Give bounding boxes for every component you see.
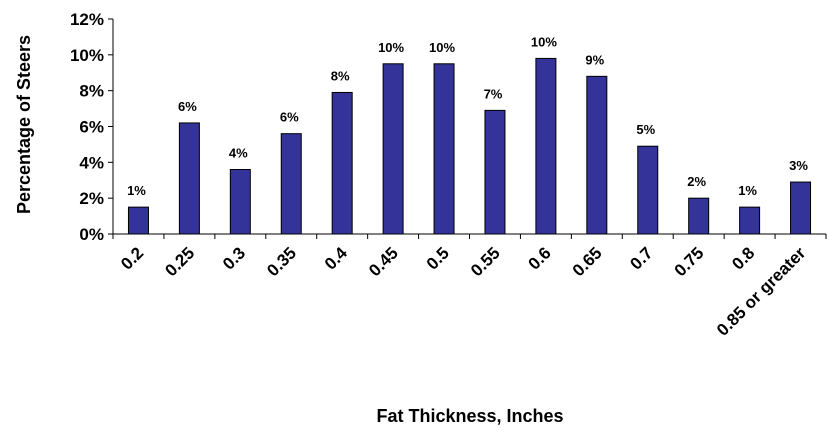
bar [382, 63, 404, 235]
data-label: 7% [484, 86, 503, 101]
bar [280, 133, 302, 235]
x-category-label: 0.5 [423, 243, 453, 273]
x-category-label: 0.25 [161, 243, 198, 280]
bar [688, 197, 710, 235]
y-tick-label: 6% [79, 118, 104, 137]
y-axis-title: Percentage of Steers [14, 35, 34, 214]
data-label: 2% [687, 174, 706, 189]
y-tick-label: 2% [79, 189, 104, 208]
x-category-label: 0.8 [728, 243, 758, 273]
bar [127, 206, 149, 235]
data-label: 5% [636, 122, 655, 137]
bar [739, 206, 761, 235]
data-label: 1% [738, 183, 757, 198]
x-category-label: 0.85 or greater [713, 243, 810, 340]
x-category-label: 0.6 [525, 243, 555, 273]
y-tick-label: 8% [79, 82, 104, 101]
x-category-label: 0.35 [263, 243, 300, 280]
data-label: 6% [280, 110, 299, 125]
bar [433, 63, 455, 235]
data-label: 9% [585, 52, 604, 67]
x-axis-categories: 0.2 0.25 0.3 0.35 0.4 0.45 0.5 0.55 0.6 0.65 0.7 0.… [117, 243, 809, 340]
x-category-label: 0.7 [626, 243, 656, 273]
data-label: 10% [429, 40, 455, 55]
bar [586, 75, 608, 235]
bar [637, 145, 659, 235]
data-label: 10% [531, 34, 557, 49]
y-tick-label: 12% [70, 10, 104, 29]
x-category-label: 0.4 [321, 243, 352, 274]
bar [484, 109, 506, 235]
x-category-label: 0.65 [569, 243, 606, 280]
y-tick-label: 10% [70, 46, 104, 65]
data-labels: 1% 6% 4% 6% 8% 10% 10% 7% 10% 9% 5% 2% 1% 3% [127, 34, 808, 198]
x-axis-title: Fat Thickness, Inches [376, 406, 563, 426]
x-category-label: 0.45 [365, 243, 402, 280]
data-label: 10% [378, 40, 404, 55]
bar [535, 57, 557, 235]
bar [331, 91, 353, 235]
x-category-label: 0.55 [467, 243, 504, 280]
bar [178, 122, 200, 235]
bar [790, 181, 812, 235]
y-axis-ticks: 0% 2% 4% 6% 8% 10% 12% [70, 10, 827, 244]
data-label: 4% [229, 146, 248, 161]
x-category-label: 0.3 [219, 243, 249, 273]
data-label: 1% [127, 183, 146, 198]
data-label: 8% [331, 68, 350, 83]
y-tick-label: 0% [79, 225, 104, 244]
bar [229, 169, 251, 235]
data-label: 3% [789, 158, 808, 173]
y-tick-label: 4% [79, 153, 104, 172]
x-category-label: 0.2 [117, 243, 147, 273]
bars [127, 57, 812, 235]
data-label: 6% [178, 99, 197, 114]
x-category-label: 0.75 [671, 243, 708, 280]
